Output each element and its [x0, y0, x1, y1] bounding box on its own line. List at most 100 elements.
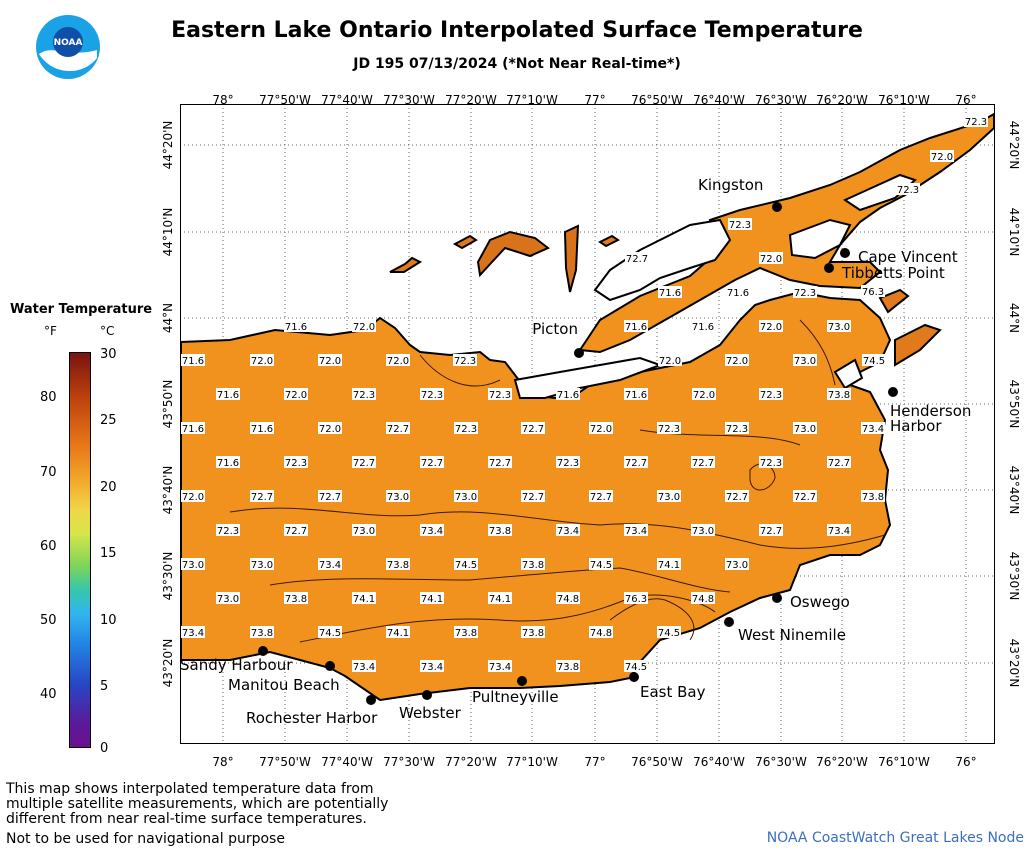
svg-text:74.8: 74.8	[590, 628, 612, 639]
svg-text:73.8: 73.8	[455, 628, 477, 639]
svg-text:73.8: 73.8	[387, 560, 409, 571]
lat-label: 43°30'N	[1007, 552, 1021, 601]
svg-text:73.8: 73.8	[285, 594, 307, 605]
svg-text:72.7: 72.7	[251, 492, 273, 503]
temperature-label: 72.3	[759, 456, 783, 469]
temperature-label: 73.4	[352, 660, 376, 673]
temperature-label: 71.6	[216, 388, 240, 401]
svg-text:74.1: 74.1	[658, 560, 680, 571]
legend-c-tick: 0	[100, 741, 109, 756]
svg-text:72.7: 72.7	[353, 458, 375, 469]
temperature-label: 72.3	[454, 422, 478, 435]
temperature-label: 73.8	[827, 388, 851, 401]
svg-text:73.0: 73.0	[455, 492, 477, 503]
lat-label: 44°N	[161, 303, 175, 333]
lon-label: 77°10'W	[506, 755, 558, 769]
legend-f-tick: 70	[40, 465, 57, 480]
svg-text:72.7: 72.7	[285, 526, 307, 537]
temperature-label: 72.7	[625, 252, 649, 265]
svg-text:72.3: 72.3	[557, 458, 579, 469]
place-marker: Harbor	[890, 417, 942, 435]
legend-c-tick: 10	[100, 613, 117, 628]
temperature-label: 73.0	[793, 422, 817, 435]
temperature-label: 71.6	[691, 320, 715, 333]
temperature-label: 72.0	[352, 320, 376, 333]
svg-text:71.6: 71.6	[625, 322, 647, 333]
lon-label: 76°50'W	[631, 93, 683, 107]
footnote-line: multiple satellite measurements, which a…	[6, 796, 389, 812]
temperature-label: 72.7	[284, 524, 308, 537]
lon-label: 76°30'W	[755, 755, 807, 769]
temperature-label: 73.0	[827, 320, 851, 333]
place-marker: Tibbetts Point	[824, 263, 945, 282]
svg-text:73.4: 73.4	[557, 526, 579, 537]
svg-text:74.8: 74.8	[692, 594, 714, 605]
lake-water	[598, 234, 620, 248]
svg-text:72.7: 72.7	[522, 424, 544, 435]
temperature-label: 72.3	[657, 422, 681, 435]
temperature-label: 72.7	[793, 490, 817, 503]
temperature-label: 74.5	[589, 558, 613, 571]
temperature-label: 73.4	[624, 524, 648, 537]
temperature-label: 72.0	[386, 354, 410, 367]
svg-text:72.3: 72.3	[794, 288, 816, 299]
svg-text:72.7: 72.7	[522, 492, 544, 503]
svg-text:73.8: 73.8	[557, 662, 579, 673]
lon-label: 77°30'W	[383, 755, 435, 769]
svg-text:72.0: 72.0	[931, 152, 953, 163]
place-marker: East Bay	[629, 672, 706, 701]
svg-text:Pultneyville: Pultneyville	[472, 688, 559, 706]
temperature-label: 72.3	[728, 218, 752, 231]
svg-text:71.6: 71.6	[692, 322, 714, 333]
temperature-label: 73.0	[454, 490, 478, 503]
lon-label: 76°	[955, 755, 976, 769]
footnote-line: This map shows interpolated temperature …	[6, 781, 374, 797]
svg-text:72.7: 72.7	[590, 492, 612, 503]
temperature-label: 73.0	[657, 490, 681, 503]
svg-text:71.6: 71.6	[557, 390, 579, 401]
svg-text:71.6: 71.6	[727, 288, 749, 299]
temperature-label: 72.0	[759, 320, 783, 333]
svg-text:72.3: 72.3	[897, 185, 919, 196]
svg-text:76.3: 76.3	[862, 287, 884, 298]
svg-text:71.6: 71.6	[217, 390, 239, 401]
temperature-label: 73.4	[827, 524, 851, 537]
svg-text:74.5: 74.5	[319, 628, 341, 639]
temperature-label: 73.4	[420, 524, 444, 537]
temperature-label: 72.7	[420, 456, 444, 469]
svg-text:73.0: 73.0	[217, 594, 239, 605]
temperature-label: 72.0	[589, 422, 613, 435]
temperature-label: 73.0	[216, 592, 240, 605]
temperature-label: 71.6	[658, 286, 682, 299]
temperature-label: 73.4	[181, 626, 205, 639]
temperature-label: 72.7	[352, 456, 376, 469]
legend-f-tick: 60	[40, 539, 57, 554]
legend-c-tick: 15	[100, 546, 117, 561]
temperature-labels: 72.3 72.0 72.3 72.3 72.7 72.0 71.6 71.6 72.3 76.3…	[181, 115, 988, 673]
svg-text:West Ninemile: West Ninemile	[738, 626, 846, 644]
svg-text:Webster: Webster	[399, 704, 462, 722]
svg-text:74.5: 74.5	[625, 662, 647, 673]
lon-label: 78°	[212, 93, 233, 107]
svg-text:72.7: 72.7	[387, 424, 409, 435]
svg-text:72.3: 72.3	[729, 220, 751, 231]
temperature-label: 73.4	[861, 422, 885, 435]
place-marker: Picton	[532, 320, 584, 358]
svg-text:72.3: 72.3	[726, 424, 748, 435]
svg-text:72.0: 72.0	[387, 356, 409, 367]
legend-f-tick: 40	[40, 687, 57, 702]
svg-text:72.7: 72.7	[319, 492, 341, 503]
temperature-label: 76.3	[861, 285, 885, 298]
temperature-label: 71.6	[284, 320, 308, 333]
svg-text:72.3: 72.3	[760, 390, 782, 401]
svg-text:72.7: 72.7	[828, 458, 850, 469]
temperature-label: 72.0	[725, 354, 749, 367]
temperature-label: 72.7	[386, 422, 410, 435]
svg-text:71.6: 71.6	[285, 322, 307, 333]
place-marker: Cape Vincent	[840, 248, 958, 266]
temperature-label: 74.8	[691, 592, 715, 605]
lon-label: 77°20'W	[445, 755, 497, 769]
legend-title: Water Temperature	[10, 302, 153, 317]
lon-label: 77°	[584, 93, 605, 107]
